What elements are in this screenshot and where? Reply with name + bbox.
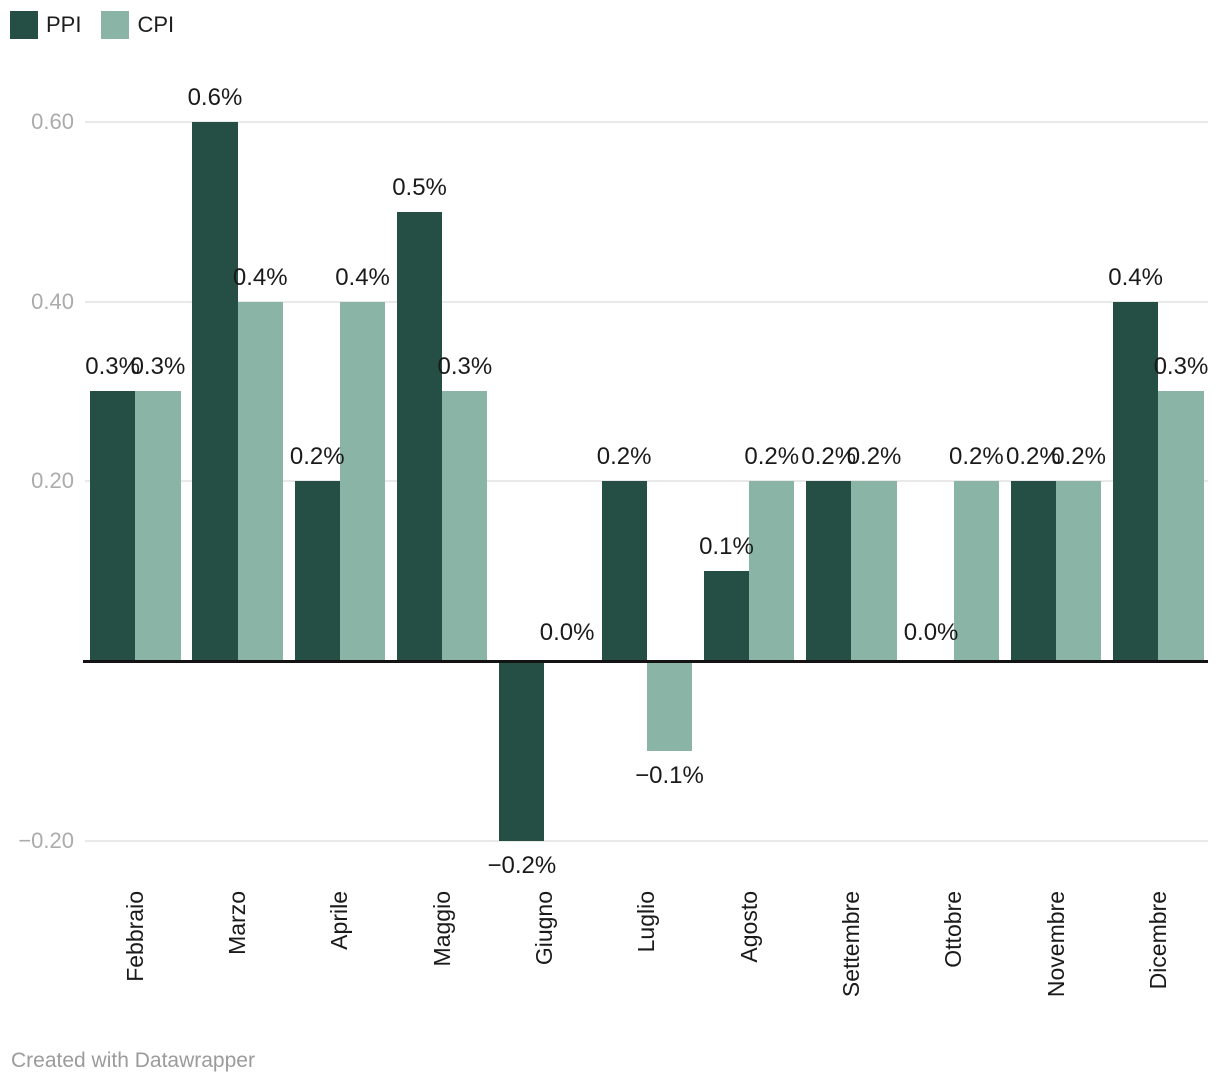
bar-cpi-ottobre	[953, 481, 999, 661]
legend: PPI CPI	[10, 11, 174, 39]
bar-value-label: −0.2%	[487, 851, 557, 879]
bar-ppi-settembre	[806, 481, 852, 661]
gridline	[85, 120, 1208, 123]
bar-value-label: 0.6%	[187, 83, 243, 111]
bar-ppi-giugno	[499, 661, 545, 841]
bar-ppi-agosto	[703, 571, 750, 661]
legend-item-ppi: PPI	[10, 11, 81, 39]
x-tick-label-text: Marzo	[224, 891, 251, 955]
x-tick-label-text: Febbraio	[121, 891, 148, 982]
legend-item-cpi: CPI	[101, 11, 174, 39]
x-tick-label-text: Maggio	[428, 891, 455, 967]
x-tick-label-text: Giugno	[531, 891, 557, 966]
legend-label-cpi: CPI	[137, 12, 175, 37]
bar-cpi-febbraio	[135, 391, 181, 661]
bar-cpi-novembre	[1056, 481, 1102, 661]
y-tick-label: −0.20	[18, 827, 74, 853]
bar-value-label: 0.0%	[539, 619, 595, 646]
bar-value-label: 0.4%	[335, 263, 390, 291]
bar-value-label: 0.4%	[1108, 263, 1163, 291]
bar-value-label: 0.3%	[437, 353, 493, 381]
bar-cpi-dicembre	[1158, 391, 1204, 661]
x-tick-label-text: Aprile	[326, 891, 353, 950]
bar-ppi-luglio	[601, 481, 647, 661]
bar-value-label: 0.2%	[1051, 443, 1106, 471]
legend-swatch-ppi	[10, 11, 38, 39]
bar-value-label: 0.4%	[232, 263, 288, 291]
legend-label-ppi: PPI	[46, 12, 82, 37]
bar-cpi-aprile	[339, 301, 386, 661]
datawrapper-credit[interactable]: Created with Datawrapper	[11, 1049, 255, 1072]
bar-value-label: 0.2%	[596, 443, 652, 471]
bar-value-label: 0.2%	[948, 443, 1004, 471]
bar-value-label: 0.2%	[846, 443, 902, 471]
x-tick-label-text: Ottobre	[940, 891, 967, 968]
bar-cpi-maggio	[442, 391, 488, 661]
bar-ppi-febbraio	[90, 391, 136, 661]
bar-ppi-dicembre	[1113, 301, 1159, 661]
bar-ppi-aprile	[294, 481, 340, 661]
x-tick-label-text: Dicembre	[1144, 891, 1171, 990]
x-tick-label-text: Settembre	[837, 891, 864, 998]
y-tick-label: 0.40	[31, 288, 74, 314]
bar-cpi-luglio	[646, 661, 693, 751]
bar-value-label: 0.2%	[289, 443, 345, 471]
y-tick-label: 0.60	[31, 108, 74, 134]
bar-ppi-novembre	[1010, 481, 1056, 661]
bar-value-label: 0.3%	[85, 353, 140, 381]
x-tick-label-text: Agosto	[735, 891, 762, 963]
y-tick-label: 0.20	[31, 468, 74, 494]
bar-ppi-maggio	[396, 211, 443, 661]
gridline	[85, 300, 1208, 303]
x-tick-label-text: Novembre	[1042, 891, 1069, 998]
bar-cpi-settembre	[851, 481, 897, 661]
bar-value-label: −0.1%	[635, 761, 704, 789]
bar-value-label: 0.2%	[744, 443, 800, 471]
bar-cpi-agosto	[749, 481, 795, 661]
bar-value-label: 0.0%	[903, 619, 959, 646]
bar-value-label: 0.3%	[130, 353, 186, 381]
bar-ppi-marzo	[192, 121, 238, 661]
bar-cpi-marzo	[237, 301, 283, 661]
legend-swatch-cpi	[101, 11, 130, 39]
bar-value-label: 0.5%	[392, 173, 447, 201]
gridline	[85, 839, 1208, 842]
bar-value-label: 0.2%	[801, 443, 857, 471]
zero-axis-line	[83, 660, 1208, 663]
bar-value-label: 0.1%	[699, 533, 754, 561]
x-tick-label-text: Luglio	[633, 891, 660, 953]
bar-value-label: 0.3%	[1153, 353, 1209, 381]
bar-value-label: 0.2%	[1005, 443, 1061, 471]
